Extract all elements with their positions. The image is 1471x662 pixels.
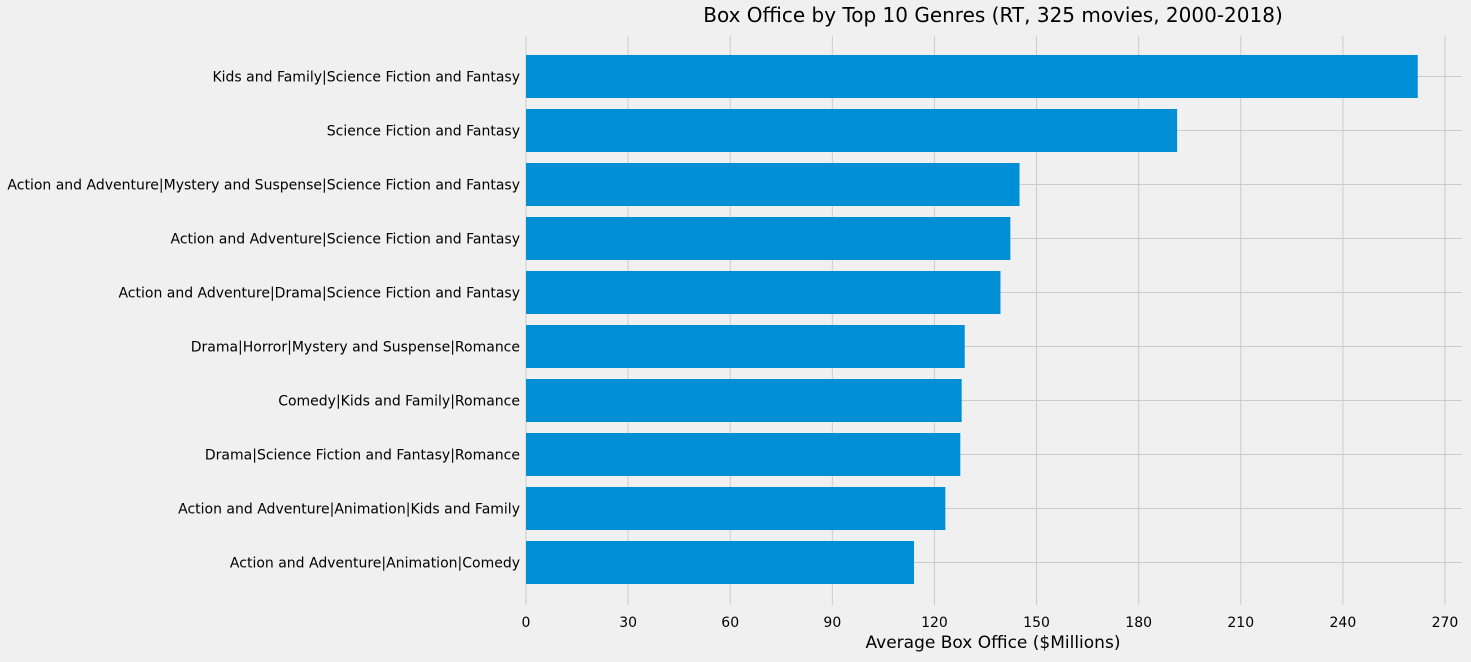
category-label: Comedy|Kids and Family|Romance xyxy=(278,394,520,410)
x-tick-labels: 0 30 60 90 120 150 180 210 240 270 xyxy=(522,615,1459,631)
bar xyxy=(526,541,915,584)
bar xyxy=(526,379,962,422)
bar xyxy=(526,487,946,530)
bar xyxy=(526,433,961,476)
x-tick-label: 240 xyxy=(1330,615,1357,631)
category-label: Drama|Science Fiction and Fantasy|Romanc… xyxy=(205,448,520,464)
category-label: Kids and Family|Science Fiction and Fant… xyxy=(212,70,520,86)
category-label: Science Fiction and Fantasy xyxy=(327,124,520,140)
category-labels: Kids and Family|Science Fiction and Fant… xyxy=(7,70,520,572)
x-tick-label: 60 xyxy=(721,615,739,631)
category-label: Action and Adventure|Animation|Comedy xyxy=(230,556,520,572)
x-tick-label: 210 xyxy=(1227,615,1254,631)
x-tick-label: 120 xyxy=(921,615,948,631)
x-tick-label: 180 xyxy=(1125,615,1152,631)
category-label: Action and Adventure|Animation|Kids and … xyxy=(178,502,520,518)
category-label: Drama|Horror|Mystery and Suspense|Romanc… xyxy=(191,340,520,356)
bars xyxy=(526,55,1418,584)
x-tick-label: 0 xyxy=(522,615,531,631)
bar xyxy=(526,217,1011,260)
x-tick-label: 270 xyxy=(1432,615,1459,631)
x-tick-label: 150 xyxy=(1023,615,1050,631)
category-label: Action and Adventure|Drama|Science Ficti… xyxy=(118,286,520,302)
bar xyxy=(526,271,1001,314)
category-label: Action and Adventure|Mystery and Suspens… xyxy=(7,178,520,194)
x-axis-title: Average Box Office ($Millions) xyxy=(866,633,1121,653)
bar xyxy=(526,163,1020,206)
bar xyxy=(526,109,1178,152)
category-label: Action and Adventure|Science Fiction and… xyxy=(171,232,520,248)
chart-title: Box Office by Top 10 Genres (RT, 325 mov… xyxy=(703,3,1283,27)
bar xyxy=(526,55,1418,98)
x-tick-label: 90 xyxy=(823,615,841,631)
x-tick-label: 30 xyxy=(619,615,637,631)
bar xyxy=(526,325,965,368)
